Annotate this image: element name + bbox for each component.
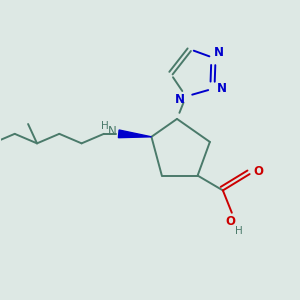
Text: N: N xyxy=(214,46,224,59)
Text: N: N xyxy=(175,93,185,106)
Text: H: H xyxy=(101,122,109,131)
Polygon shape xyxy=(118,130,152,138)
Text: N: N xyxy=(108,125,117,138)
Text: O: O xyxy=(225,215,235,228)
Text: H: H xyxy=(236,226,243,236)
Text: N: N xyxy=(217,82,227,95)
Text: O: O xyxy=(254,165,264,178)
